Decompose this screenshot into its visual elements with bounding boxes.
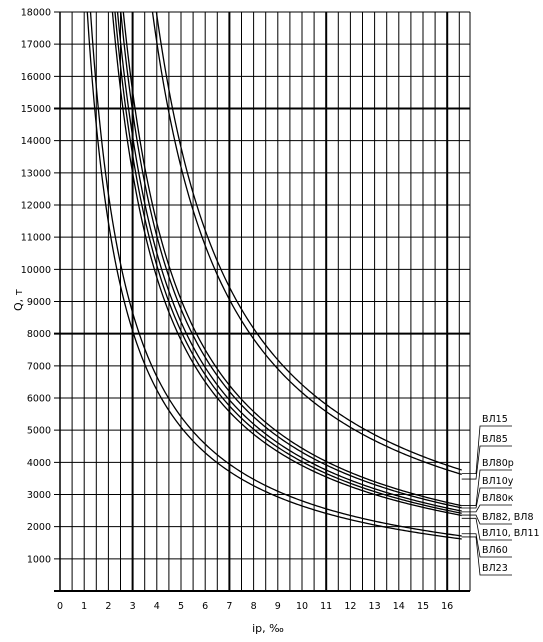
x-tick-label: 4: [154, 601, 160, 612]
x-tick-label: 10: [296, 601, 308, 612]
series-curve: [114, 11, 462, 514]
x-tick-label: 2: [105, 601, 111, 612]
x-tick-label: 13: [369, 601, 381, 612]
series-curve: [155, 11, 462, 471]
y-axis-title: Q, т: [12, 288, 25, 311]
y-tick-label: 14000: [21, 136, 51, 147]
series-leader-line: [461, 533, 512, 558]
series-labels: ВЛ15 ВЛ85 ВЛ80р ВЛ10у ВЛ80к ВЛ82, ВЛ8 ВЛ10, ВЛ…: [461, 414, 540, 576]
y-axis-ticks: 1000 2000 3000 4000 5000 6000 7000 8000 9000 1000…: [21, 8, 51, 566]
series-label: ВЛ82, ВЛ8: [482, 512, 534, 523]
y-tick-label: 13000: [21, 168, 51, 179]
series-curve: [151, 11, 462, 476]
series-curve: [120, 11, 462, 509]
y-tick-label: 4000: [27, 458, 51, 469]
y-tick-label: 1000: [27, 554, 51, 565]
series-label: ВЛ80р: [482, 458, 514, 469]
y-tick-label: 2000: [27, 522, 51, 533]
x-tick-label: 6: [202, 601, 208, 612]
y-tick-label: 8000: [27, 329, 51, 340]
series-leader-line: [461, 536, 512, 576]
chart-curves: [86, 11, 462, 540]
y-tick-label: 18000: [21, 8, 51, 19]
y-tick-label: 15000: [21, 104, 51, 115]
series-label: ВЛ10у: [482, 476, 514, 487]
series-label: ВЛ23: [482, 563, 508, 574]
series-curve: [86, 11, 462, 540]
series-label: ВЛ10, ВЛ11: [482, 528, 540, 539]
x-axis-title: iр, ‰: [252, 622, 284, 635]
x-tick-label: 15: [417, 601, 429, 612]
series-leader-line: [461, 469, 512, 506]
y-tick-label: 16000: [21, 72, 51, 83]
series-leader-line: [461, 514, 512, 525]
series-label: ВЛ15: [482, 414, 508, 425]
series-leader-line: [461, 517, 512, 541]
x-axis-ticks: 0 1 2 3 4 5 6 7 8 9 10 11 12 13 14 15 16: [57, 601, 453, 612]
series-label: ВЛ80к: [482, 493, 514, 504]
y-tick-label: 12000: [21, 201, 51, 212]
series-curve: [111, 11, 462, 517]
y-tick-label: 5000: [27, 426, 51, 437]
y-tick-label: 9000: [27, 297, 51, 308]
x-tick-label: 3: [130, 601, 136, 612]
series-label: ВЛ85: [482, 434, 508, 445]
x-tick-label: 16: [441, 601, 453, 612]
x-tick-label: 5: [178, 601, 184, 612]
series-leader-line: [461, 425, 512, 474]
y-tick-label: 10000: [21, 265, 51, 276]
x-tick-label: 11: [320, 601, 332, 612]
series-leader-line: [461, 445, 512, 480]
x-tick-label: 0: [57, 601, 63, 612]
y-tick-label: 6000: [27, 394, 51, 405]
y-tick-label: 7000: [27, 361, 51, 372]
x-tick-label: 7: [226, 601, 232, 612]
series-leader-line: [461, 504, 512, 513]
series-curve: [89, 11, 462, 537]
y-tick-label: 11000: [21, 233, 51, 244]
series-curve: [116, 11, 462, 512]
series-label: ВЛ60: [482, 545, 508, 556]
x-tick-label: 12: [344, 601, 356, 612]
y-tick-label: 3000: [27, 490, 51, 501]
x-tick-label: 8: [251, 601, 257, 612]
x-tick-label: 14: [393, 601, 405, 612]
x-tick-label: 9: [275, 601, 281, 612]
series-curve: [122, 11, 462, 507]
series-leader-line: [461, 487, 512, 509]
y-tick-label: 17000: [21, 40, 51, 51]
x-tick-label: 1: [81, 601, 87, 612]
